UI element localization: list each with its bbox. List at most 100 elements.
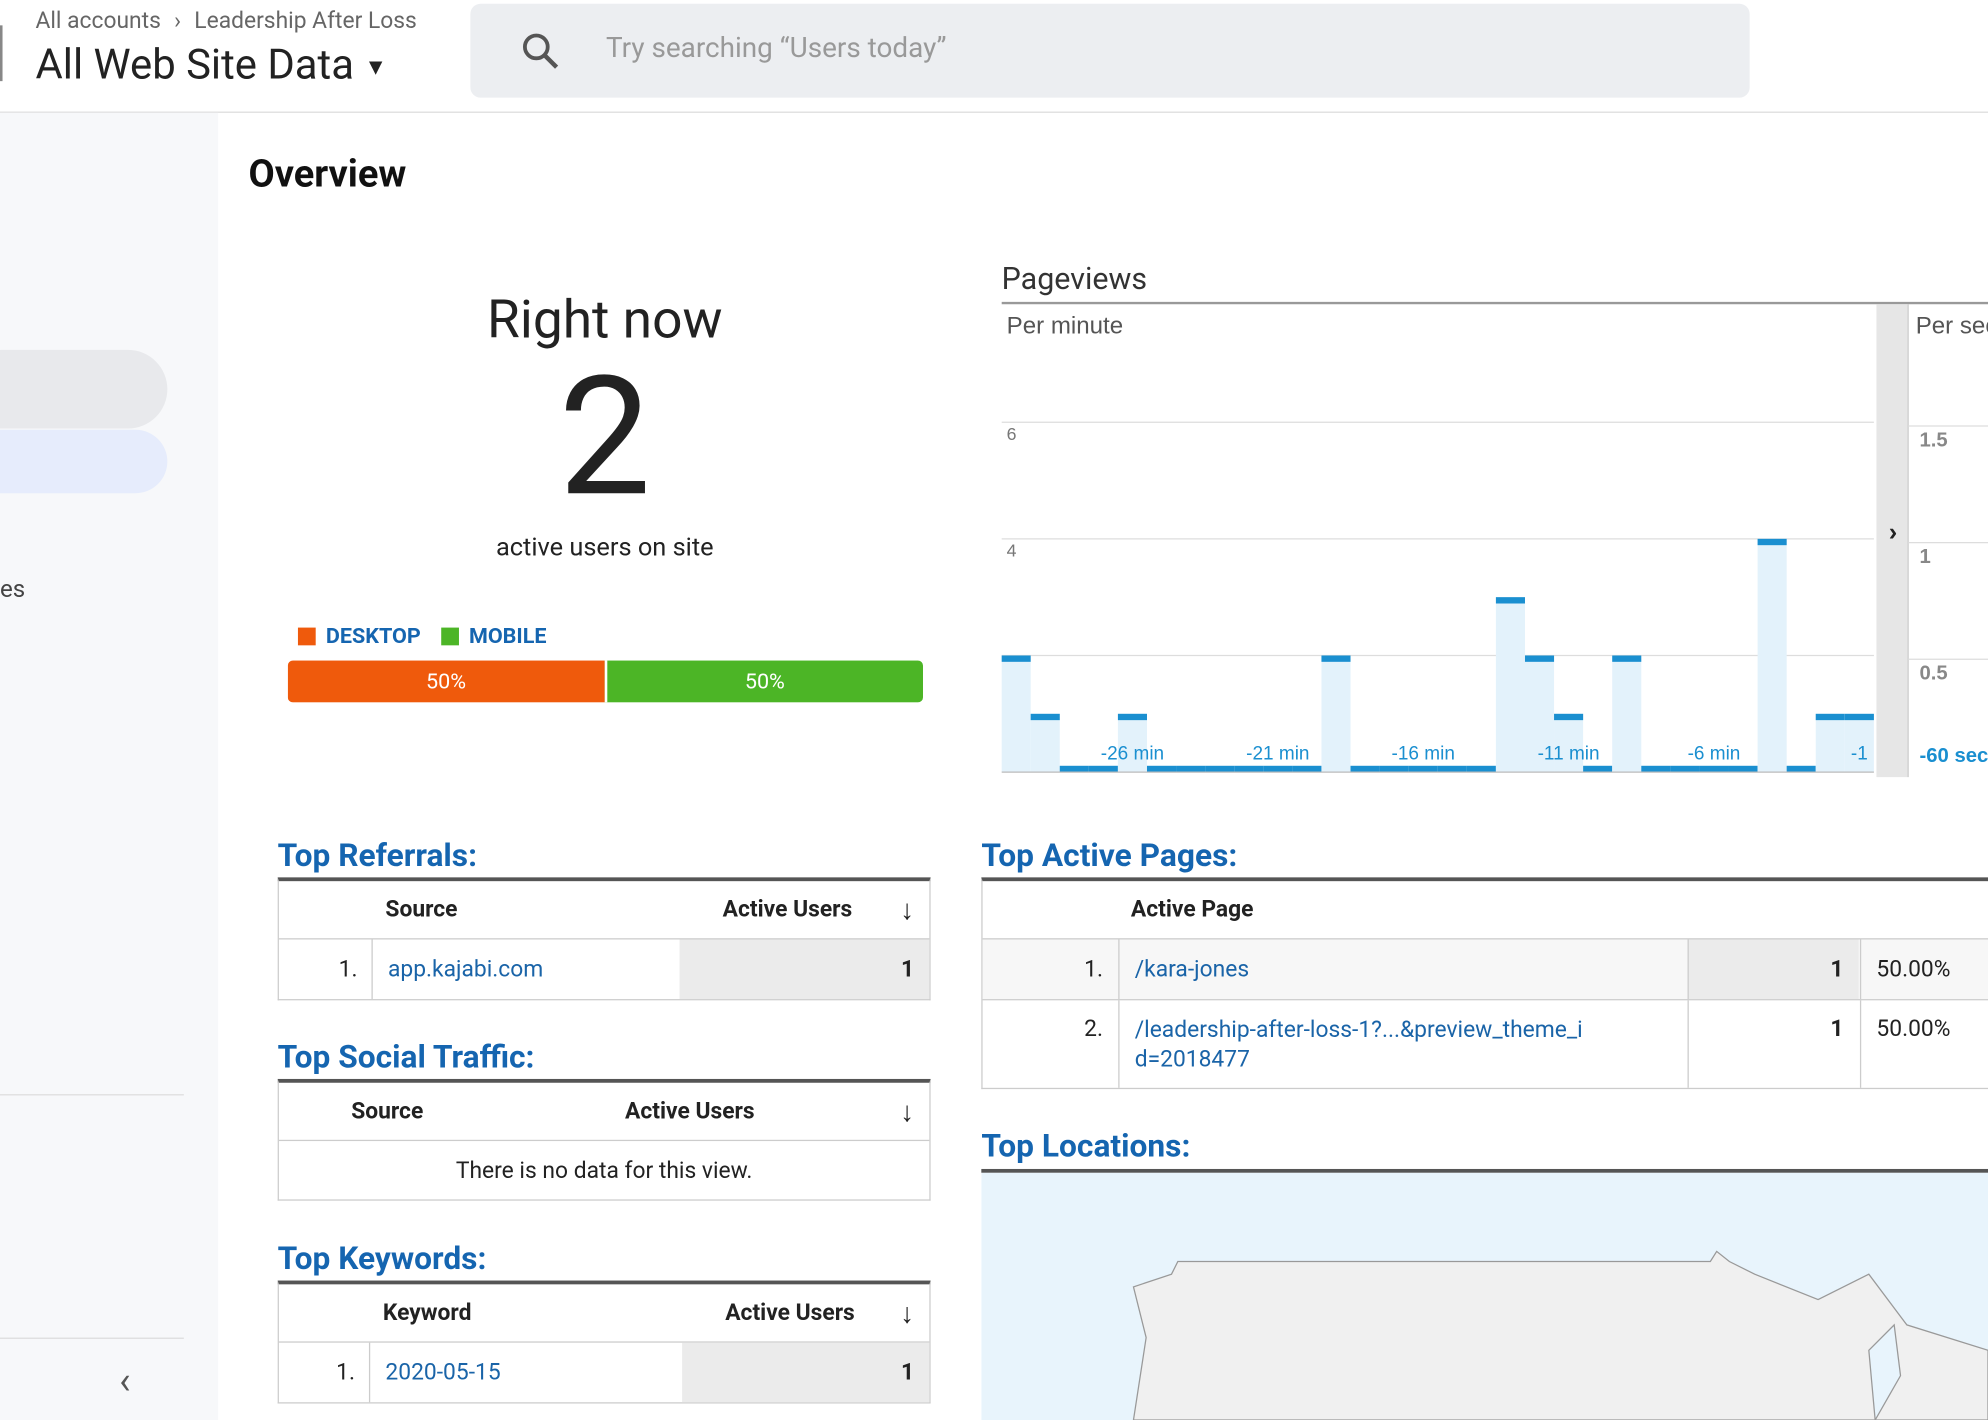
- legend-swatch: [297, 627, 316, 646]
- legend-label: DESKTOP: [325, 623, 421, 650]
- nav-item-active[interactable]: [0, 429, 168, 494]
- breadcrumb-link[interactable]: Leadership After Loss: [194, 7, 417, 35]
- active-users: 1: [682, 1342, 930, 1403]
- y-tick-label: 1: [1920, 546, 1931, 568]
- column-header[interactable]: Active Users: [625, 1097, 755, 1125]
- per-second-subtitle: Per second: [1916, 312, 1988, 339]
- bar: [1001, 655, 1031, 773]
- bar-cap: [1728, 765, 1758, 773]
- referrals-table: Source Active Users ↓ 1. app.kajabi.com …: [277, 877, 931, 1001]
- bar-cap: [1321, 655, 1351, 662]
- column-header[interactable]: Keyword: [382, 1299, 472, 1327]
- legend-item: DESKTOP: [297, 623, 421, 650]
- bar-cap: [1234, 765, 1264, 773]
- x-tick-label: -26 min: [1101, 743, 1164, 764]
- bar-cap: [1379, 765, 1409, 773]
- divider: [0, 1094, 184, 1096]
- breadcrumb-link[interactable]: All accounts: [35, 7, 161, 35]
- legend-swatch: [441, 627, 459, 646]
- device-bar: 50% 50%: [287, 660, 924, 703]
- section-title: Top Active Pages:: [981, 838, 1238, 875]
- bar: [1524, 655, 1555, 773]
- x-tick-label: -6 min: [1688, 743, 1741, 764]
- bar: [1844, 713, 1874, 773]
- bar-cap: [1815, 713, 1845, 721]
- bar-cap: [1757, 538, 1787, 546]
- section-title: Top Referrals:: [277, 838, 478, 875]
- bar-cap: [1205, 765, 1235, 773]
- keyword-link[interactable]: 2020-05-15: [385, 1359, 501, 1386]
- device-value-label: 50%: [744, 668, 785, 695]
- active-users: 1: [679, 939, 930, 1000]
- bar-cap: [1146, 765, 1177, 773]
- chart-title: Pageviews: [1001, 261, 1148, 297]
- bar: [1554, 713, 1584, 773]
- y-tick-label: 4: [1007, 541, 1017, 561]
- legend-item: MOBILE: [441, 623, 547, 650]
- bar-cap: [1786, 765, 1816, 773]
- column-header[interactable]: Active Page: [1130, 896, 1254, 924]
- column-header[interactable]: Source: [385, 896, 458, 924]
- section-title: Top Keywords:: [277, 1241, 487, 1279]
- pageviews-chart: › Per minute Per second 246-26 min-21 mi…: [1001, 301, 1988, 778]
- collapse-button[interactable]: ‹: [119, 1359, 131, 1404]
- active-users: 1: [1687, 1000, 1859, 1088]
- bar-cap: [1350, 765, 1380, 773]
- bar-cap: [1554, 713, 1584, 721]
- bar-cap: [1001, 655, 1031, 662]
- device-segment: 50%: [604, 660, 924, 703]
- bar-cap: [1408, 765, 1438, 773]
- column-header[interactable]: Source: [351, 1097, 424, 1125]
- view-selector[interactable]: All Web Site Data ▼: [35, 40, 387, 91]
- bar-cap: [1437, 765, 1467, 773]
- legend-label: MOBILE: [468, 623, 547, 650]
- x-tick-label: -1: [1851, 743, 1868, 764]
- bar-cap: [1176, 765, 1206, 773]
- sort-icon[interactable]: ↓: [900, 894, 915, 927]
- nav-item[interactable]: [0, 349, 168, 429]
- section-rule: [981, 1168, 1988, 1173]
- active-users: 1: [1687, 939, 1859, 1000]
- page-link[interactable]: /kara-jones: [1134, 955, 1250, 983]
- bar-cap: [1612, 655, 1642, 662]
- divider: [0, 25, 3, 82]
- column-header[interactable]: Active Users: [725, 1299, 855, 1327]
- nav-label[interactable]: es: [0, 574, 26, 604]
- bar-cap: [1699, 765, 1729, 773]
- bar: [1321, 655, 1351, 773]
- bar-cap: [1583, 765, 1613, 773]
- panel-toggle[interactable]: [1876, 304, 1909, 778]
- bar: [1117, 713, 1147, 773]
- y-tick-label: 0.5: [1920, 663, 1948, 685]
- bar: [1495, 597, 1525, 773]
- device-legend: DESKTOP MOBILE: [297, 623, 547, 650]
- sort-icon[interactable]: ↓: [900, 1297, 915, 1330]
- device-value-label: 50%: [425, 668, 466, 695]
- bar-cap: [1670, 765, 1700, 773]
- bar-cap: [1263, 765, 1293, 773]
- toggle-arrow: ›: [1889, 518, 1897, 546]
- active-user-count: 2: [558, 339, 652, 534]
- search-box[interactable]: Try searching “Users today”: [470, 3, 1750, 98]
- y-tick-label: 1.5: [1920, 429, 1948, 451]
- device-segment: 50%: [287, 660, 605, 703]
- view-name[interactable]: All Web Site Data: [35, 40, 355, 91]
- referral-link[interactable]: app.kajabi.com: [387, 955, 544, 983]
- bar: [1612, 655, 1642, 773]
- divider: [0, 1337, 184, 1339]
- page-link[interactable]: /leadership-after-loss-1?...&preview_the…: [1134, 1016, 1583, 1072]
- bar-cap: [1117, 713, 1147, 721]
- sort-icon[interactable]: ↓: [900, 1096, 915, 1128]
- locations-map: [981, 1172, 1988, 1420]
- x-tick-label: -60 sec: [1920, 745, 1988, 767]
- percent: 50.00%: [1859, 939, 1950, 1000]
- percent: 50.00%: [1859, 1000, 1950, 1088]
- search-icon: [522, 33, 559, 69]
- bar: [1815, 713, 1845, 773]
- row-index: 1.: [338, 955, 358, 983]
- column-header[interactable]: Active Users: [722, 896, 853, 924]
- x-tick-label: -21 min: [1246, 743, 1309, 764]
- bar-cap: [1292, 765, 1322, 773]
- row-index: 2.: [1084, 1015, 1104, 1043]
